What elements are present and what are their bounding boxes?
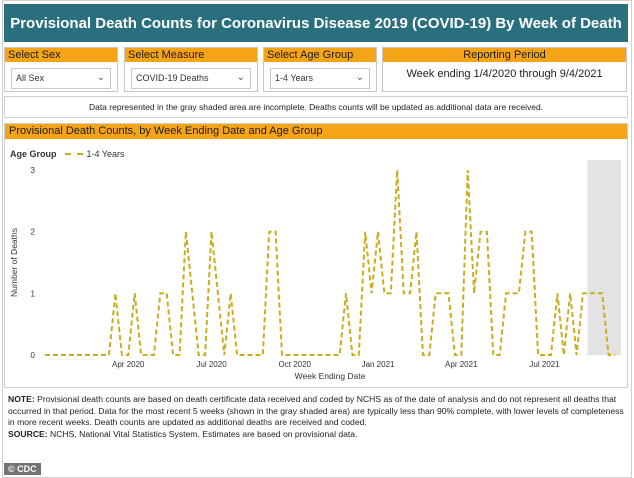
x-axis-label: Week Ending Date (295, 371, 366, 381)
legend-line-swatch (64, 153, 83, 155)
measure-filter-label: Select Measure (125, 48, 257, 62)
x-tick-label: Jul 2020 (196, 360, 227, 369)
age-group-filter-label: Select Age Group (264, 48, 376, 62)
legend-title: Age Group (10, 149, 57, 159)
x-tick-label: Jul 2021 (529, 360, 560, 369)
reporting-period: Reporting Period Week ending 1/4/2020 th… (382, 47, 627, 92)
y-tick-label: 0 (31, 351, 36, 360)
measure-select[interactable]: COVID-19 Deaths ⌄ (131, 68, 251, 89)
footnote: NOTE: Provisional death counts are based… (4, 391, 628, 463)
sex-filter[interactable]: Select Sex All Sex ⌄ (4, 47, 118, 92)
source-label: SOURCE: (8, 428, 48, 439)
chart-header: Provisional Death Counts, by Week Ending… (5, 124, 627, 139)
note-text: Provisional death counts are based on de… (8, 394, 624, 427)
note-label: NOTE: (8, 394, 35, 404)
age-group-select[interactable]: 1-4 Years ⌄ (270, 68, 370, 89)
x-tick-label: Oct 2020 (279, 360, 312, 369)
sex-select[interactable]: All Sex ⌄ (11, 68, 111, 89)
x-tick-label: Apr 2021 (445, 360, 478, 369)
age-group-select-value: 1-4 Years (275, 73, 314, 83)
sex-filter-label: Select Sex (5, 48, 117, 62)
x-tick-label: Apr 2020 (112, 360, 145, 369)
legend-series-label: 1-4 Years (86, 149, 125, 159)
y-axis-label: Number of Deaths (9, 228, 19, 297)
incomplete-data-shade (587, 160, 621, 355)
chevron-down-icon: ⌄ (236, 72, 245, 83)
measure-select-value: COVID-19 Deaths (136, 73, 209, 83)
x-tick-label: Jan 2021 (362, 360, 395, 369)
y-tick-label: 3 (31, 166, 36, 175)
sex-select-value: All Sex (16, 73, 45, 83)
age-group-filter[interactable]: Select Age Group 1-4 Years ⌄ (263, 47, 377, 92)
reporting-period-label: Reporting Period (383, 48, 626, 62)
legend: Age Group 1-4 Years (10, 149, 125, 159)
y-tick-label: 2 (31, 228, 36, 237)
line-chart[interactable]: 0 1 2 3 Number of Deaths Apr 2020 Jul 2020 Oct … (5, 124, 627, 387)
cdc-watermark: © CDC (4, 463, 41, 475)
chevron-down-icon: ⌄ (355, 72, 364, 83)
series-line-1-4-years (45, 169, 615, 356)
chart-panel: Provisional Death Counts, by Week Ending… (4, 123, 628, 388)
dashboard-title: Provisional Death Counts for Coronavirus… (4, 4, 628, 42)
y-tick-label: 1 (31, 289, 36, 298)
reporting-period-value: Week ending 1/4/2020 through 9/4/2021 (406, 68, 603, 80)
source-text: NCHS, National Vital Statistics System. … (47, 428, 358, 439)
chevron-down-icon: ⌄ (96, 72, 105, 83)
incomplete-data-notice: Data represented in the gray shaded area… (4, 96, 628, 118)
measure-filter[interactable]: Select Measure COVID-19 Deaths ⌄ (124, 47, 258, 92)
